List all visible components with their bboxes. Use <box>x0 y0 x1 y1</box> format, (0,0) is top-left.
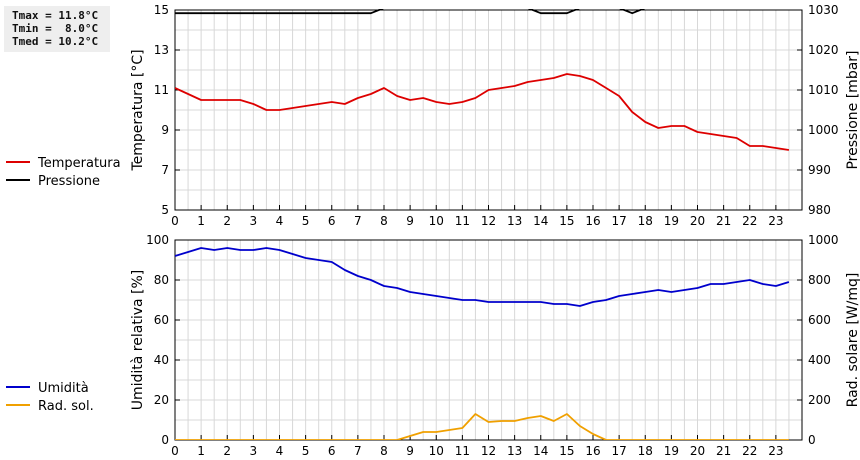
x-tick-label: 18 <box>638 214 653 228</box>
x-tick-label: 2 <box>223 444 231 458</box>
x-tick-label: 1 <box>197 444 205 458</box>
y2-tick-label: 400 <box>808 353 831 367</box>
x-tick-label: 19 <box>664 444 679 458</box>
x-tick-label: 14 <box>533 444 548 458</box>
x-tick-label: 20 <box>690 214 705 228</box>
y-tick-label: 20 <box>154 393 169 407</box>
x-tick-label: 7 <box>354 214 362 228</box>
x-tick-label: 4 <box>276 444 284 458</box>
legend-label-0: Umidità <box>38 381 89 396</box>
y-axis-title: Umidità relativa [%] <box>130 270 146 411</box>
y2-tick-label: 1030 <box>808 3 839 17</box>
legend-label-0: Temperatura <box>37 156 121 171</box>
x-tick-label: 14 <box>533 214 548 228</box>
y2-tick-label: 1020 <box>808 43 839 57</box>
x-tick-label: 4 <box>276 214 284 228</box>
x-tick-label: 23 <box>768 444 783 458</box>
stat-tmin: Tmin = 8.0°C <box>12 22 99 35</box>
x-tick-label: 22 <box>742 214 757 228</box>
x-tick-label: 17 <box>611 214 626 228</box>
y-tick-label: 100 <box>146 233 169 247</box>
y2-tick-label: 0 <box>808 433 816 447</box>
temperature-pressure-chart: 0 1 2 3 4 5 6 7 8 9 10 11 12 13 14 15 16 17 18 19 20 21 22 2357… <box>6 3 860 228</box>
x-tick-label: 0 <box>171 444 179 458</box>
humidity-radiation-chart: 0 1 2 3 4 5 6 7 8 9 10 11 12 13 14 15 16 17 18 19 20 21 22 2302… <box>6 233 860 458</box>
y2-tick-label: 990 <box>808 163 831 177</box>
y2-tick-label: 1000 <box>808 123 839 137</box>
x-tick-label: 9 <box>406 214 414 228</box>
x-tick-label: 23 <box>768 214 783 228</box>
series-line-0 <box>175 73 790 151</box>
x-tick-label: 21 <box>716 214 731 228</box>
x-tick-label: 16 <box>585 444 600 458</box>
y2-axis-title: Pressione [mbar] <box>845 50 860 169</box>
x-tick-label: 3 <box>250 214 258 228</box>
y-tick-label: 13 <box>154 43 169 57</box>
y-tick-label: 80 <box>154 273 169 287</box>
x-tick-label: 10 <box>429 444 444 458</box>
x-tick-label: 17 <box>611 444 626 458</box>
x-tick-label: 5 <box>302 214 310 228</box>
x-tick-label: 21 <box>716 444 731 458</box>
x-tick-label: 13 <box>507 444 522 458</box>
series-line-0 <box>175 247 790 307</box>
y2-tick-label: 600 <box>808 313 831 327</box>
x-tick-label: 12 <box>481 214 496 228</box>
x-tick-label: 10 <box>429 214 444 228</box>
y-tick-label: 11 <box>154 83 169 97</box>
stat-tmed: Tmed = 10.2°C <box>12 35 99 48</box>
y2-tick-label: 1000 <box>808 233 839 247</box>
x-tick-label: 11 <box>455 214 470 228</box>
y-tick-label: 5 <box>161 203 169 217</box>
series-line-1 <box>175 9 646 15</box>
y2-tick-label: 980 <box>808 203 831 217</box>
x-tick-label: 9 <box>406 444 414 458</box>
x-tick-label: 0 <box>171 214 179 228</box>
y2-tick-label: 800 <box>808 273 831 287</box>
x-tick-label: 8 <box>380 444 388 458</box>
y-tick-label: 9 <box>161 123 169 137</box>
x-tick-label: 13 <box>507 214 522 228</box>
x-tick-label: 8 <box>380 214 388 228</box>
x-tick-label: 15 <box>559 444 574 458</box>
x-tick-label: 16 <box>585 214 600 228</box>
x-tick-label: 5 <box>302 444 310 458</box>
y-tick-label: 40 <box>154 353 169 367</box>
x-tick-label: 15 <box>559 214 574 228</box>
y2-tick-label: 1010 <box>808 83 839 97</box>
x-tick-label: 19 <box>664 214 679 228</box>
x-tick-label: 6 <box>328 444 336 458</box>
x-tick-label: 3 <box>250 444 258 458</box>
y-tick-label: 0 <box>161 433 169 447</box>
series-line-1 <box>175 413 789 440</box>
y-tick-label: 15 <box>154 3 169 17</box>
x-tick-label: 12 <box>481 444 496 458</box>
x-tick-label: 20 <box>690 444 705 458</box>
x-tick-label: 1 <box>197 214 205 228</box>
y-axis-title: Temperatura [°C] <box>130 49 146 171</box>
x-tick-label: 2 <box>223 214 231 228</box>
stats-box: Tmax = 11.8°C Tmin = 8.0°C Tmed = 10.2°C <box>4 6 110 52</box>
x-tick-label: 7 <box>354 444 362 458</box>
legend-label-1: Rad. sol. <box>38 399 94 414</box>
x-tick-label: 11 <box>455 444 470 458</box>
legend-label-1: Pressione <box>38 174 100 189</box>
y2-tick-label: 200 <box>808 393 831 407</box>
y-tick-label: 7 <box>161 163 169 177</box>
y2-axis-title: Rad. solare [W/mq] <box>845 273 860 408</box>
x-tick-label: 22 <box>742 444 757 458</box>
stat-tmax: Tmax = 11.8°C <box>12 9 99 22</box>
x-tick-label: 18 <box>638 444 653 458</box>
x-tick-label: 6 <box>328 214 336 228</box>
y-tick-label: 60 <box>154 313 169 327</box>
